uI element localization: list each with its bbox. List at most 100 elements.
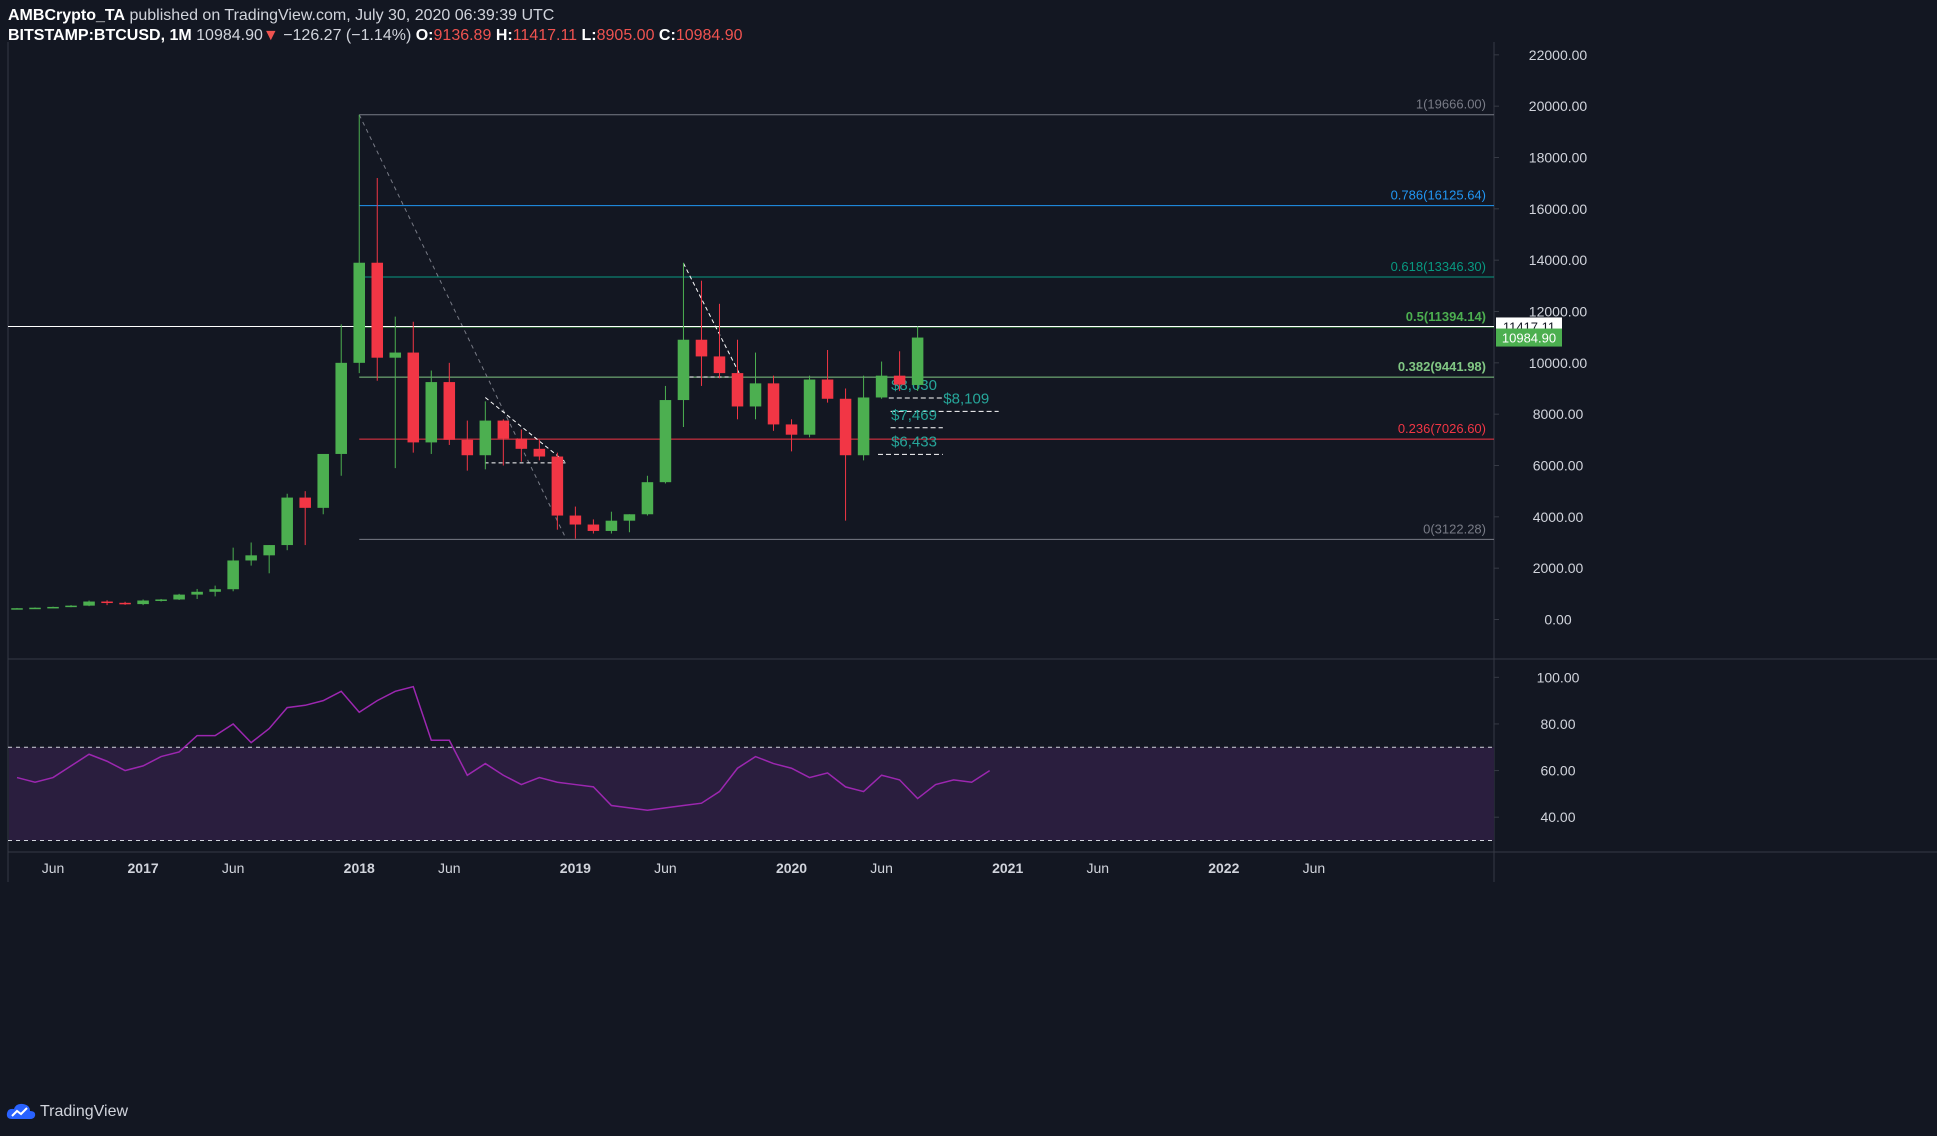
candle-body <box>767 383 780 425</box>
price-tag-label: 10984.90 <box>1502 331 1556 346</box>
price-tick-label: 22000.00 <box>1529 47 1588 63</box>
candle-body <box>371 262 384 358</box>
candle-body <box>227 560 239 590</box>
candle-body <box>173 594 185 600</box>
fib-level-label: 0.382(9441.98) <box>1398 359 1486 374</box>
candle-body <box>623 514 636 521</box>
candle-body <box>335 362 347 454</box>
support-annotation: $7,469 <box>891 407 937 424</box>
symbol-info: BITSTAMP:BTCUSD, 1M 10984.90▼ −126.27 (−… <box>8 26 743 46</box>
price-tick-label: 6000.00 <box>1533 458 1584 474</box>
candle-body <box>821 379 834 399</box>
time-tick-label: Jun <box>654 860 677 876</box>
candle-body <box>695 339 708 357</box>
candle-body <box>713 356 726 374</box>
candle-body <box>461 439 474 456</box>
candle-body <box>839 398 852 456</box>
price-tick-label: 4000.00 <box>1533 509 1584 525</box>
candle-body <box>83 601 95 606</box>
fib-level-label: 0.236(7026.60) <box>1398 421 1486 436</box>
fib-level-label: 0.618(13346.30) <box>1391 259 1486 274</box>
fib-trend-line <box>358 114 567 540</box>
open-value: 9136.89 <box>433 27 492 44</box>
candle-body <box>533 448 546 457</box>
candle-body <box>263 545 275 556</box>
publisher-name[interactable]: AMBCrypto_TA <box>8 7 126 24</box>
time-tick-label: Jun <box>42 860 65 876</box>
candle-body <box>497 420 510 439</box>
rsi-tick-label: 40.00 <box>1540 809 1575 825</box>
candle-body <box>245 555 257 561</box>
candle-body <box>65 605 77 608</box>
candle-body <box>407 352 420 443</box>
candle-body <box>605 520 618 531</box>
candle-body <box>101 601 113 604</box>
candle-body <box>551 456 564 516</box>
time-tick-label: 2021 <box>992 860 1023 876</box>
close-value: 10984.90 <box>675 27 743 44</box>
down-arrow-icon: ▼ <box>262 27 279 44</box>
rsi-line <box>16 685 991 811</box>
candle-body <box>641 482 654 515</box>
candle-body <box>749 383 762 407</box>
tradingview-cloud-icon <box>6 1103 36 1119</box>
price-tick-label: 14000.00 <box>1529 252 1588 268</box>
low-label: L: <box>581 27 597 44</box>
candle-body <box>389 352 402 358</box>
candle-body <box>119 602 131 605</box>
fib-level-label: 0.786(16125.64) <box>1391 188 1486 203</box>
time-tick-label: 2017 <box>128 860 159 876</box>
last-price: 10984.90 <box>196 27 263 44</box>
candle-body <box>857 397 870 456</box>
candle-body <box>47 606 59 609</box>
rsi-band-fill <box>9 747 1494 841</box>
close-label: C: <box>658 27 676 44</box>
time-tick-label: Jun <box>870 860 893 876</box>
published-text: published on TradingView.com, July 30, 2… <box>129 7 555 24</box>
candle-body <box>299 497 311 508</box>
price-tick-label: 0.00 <box>1544 612 1571 628</box>
candle-body <box>29 607 41 610</box>
candle-body <box>569 515 582 525</box>
price-tick-label: 16000.00 <box>1529 201 1588 217</box>
tradingview-logo[interactable]: TradingView <box>6 1102 128 1122</box>
candle-body <box>353 262 366 363</box>
candle-body <box>875 375 888 398</box>
price-tick-label: 10000.00 <box>1529 355 1588 371</box>
candle-body <box>677 339 690 401</box>
candle-body <box>137 600 149 605</box>
candle-body <box>911 337 924 385</box>
symbol-label[interactable]: BITSTAMP:BTCUSD, 1M <box>8 27 192 44</box>
time-tick-label: 2020 <box>776 860 807 876</box>
price-change: −126.27 (−1.14%) <box>283 27 412 44</box>
candle-body <box>731 373 744 407</box>
candle-body <box>281 497 293 546</box>
candle-body <box>479 420 492 456</box>
rsi-tick-label: 60.00 <box>1540 763 1575 779</box>
support-annotation: $6,433 <box>891 433 937 450</box>
candle-body <box>785 424 798 435</box>
time-tick-label: Jun <box>1086 860 1109 876</box>
fib-level-label: 0.5(11394.14) <box>1406 309 1486 324</box>
price-tag-box <box>1496 328 1562 347</box>
time-tick-label: 2022 <box>1208 860 1239 876</box>
candle-body <box>11 608 23 610</box>
candle-body <box>191 591 203 595</box>
price-tick-label: 12000.00 <box>1529 304 1588 320</box>
high-value: 11417.11 <box>512 27 578 44</box>
time-tick-label: 2019 <box>560 860 591 876</box>
candle-body <box>803 379 816 435</box>
candle-body <box>155 599 167 601</box>
open-label: O: <box>415 27 434 44</box>
candle-body <box>587 524 600 531</box>
pattern-dashed-line <box>683 263 742 378</box>
candle-body <box>209 589 221 592</box>
candle-body <box>317 453 329 508</box>
high-label: H: <box>495 27 513 44</box>
time-tick-label: Jun <box>222 860 245 876</box>
support-annotation: $8,109 <box>943 390 989 407</box>
time-tick-label: Jun <box>438 860 461 876</box>
publish-info: AMBCrypto_TA published on TradingView.co… <box>8 6 743 26</box>
